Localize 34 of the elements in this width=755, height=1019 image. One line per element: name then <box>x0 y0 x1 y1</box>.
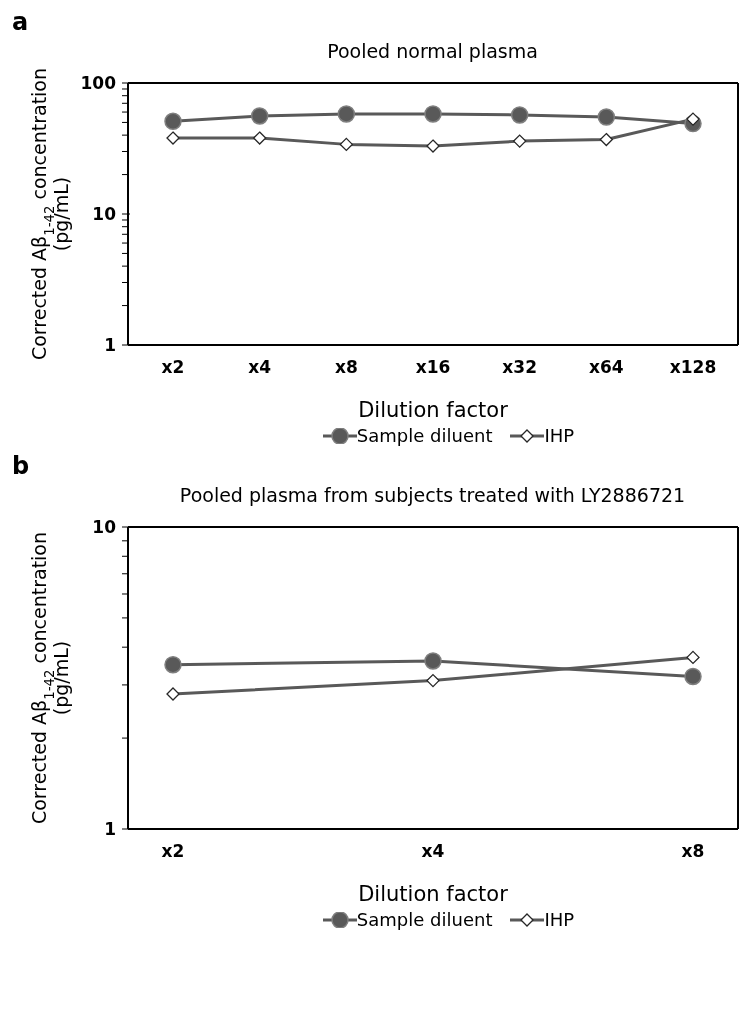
x-tick-label: x128 <box>669 357 717 378</box>
x-tick-label: x8 <box>681 841 705 862</box>
x-axis-title: Dilution factor <box>358 882 509 906</box>
point <box>164 112 182 131</box>
x-tick-label: x2 <box>161 841 185 862</box>
legend-label: IHP <box>544 909 575 930</box>
y-tick-label: 1 <box>104 334 116 355</box>
x-tick-label: x2 <box>161 357 185 378</box>
text: b <box>11 452 31 482</box>
point <box>424 105 442 123</box>
legend-label: Sample diluent <box>356 909 493 930</box>
legend-label: Sample diluent <box>356 425 493 446</box>
point <box>597 108 616 126</box>
point <box>250 107 269 125</box>
point <box>164 655 182 674</box>
x-tick-label: x16 <box>415 357 451 378</box>
x-tick-label: x4 <box>248 357 272 378</box>
point <box>510 106 529 124</box>
y-tick-label: 1 <box>104 818 116 839</box>
x-tick-label: x32 <box>502 357 537 378</box>
text: a <box>11 8 30 38</box>
point <box>337 105 356 123</box>
point <box>424 652 442 670</box>
x-tick-label: x8 <box>334 357 358 378</box>
x-tick-label: x4 <box>421 841 445 862</box>
y-tick-label: 100 <box>80 72 117 93</box>
y-tick-label: 10 <box>92 516 117 537</box>
chart-title: Pooled plasma from subjects treated with LY2886721 <box>178 484 687 506</box>
x-axis-title: Dilution factor <box>358 398 509 422</box>
chart-title: Pooled normal plasma <box>326 40 539 62</box>
x-tick-label: x64 <box>589 357 624 378</box>
point <box>684 667 702 686</box>
y-tick-label: 10 <box>92 203 117 224</box>
legend-label: IHP <box>544 425 575 446</box>
